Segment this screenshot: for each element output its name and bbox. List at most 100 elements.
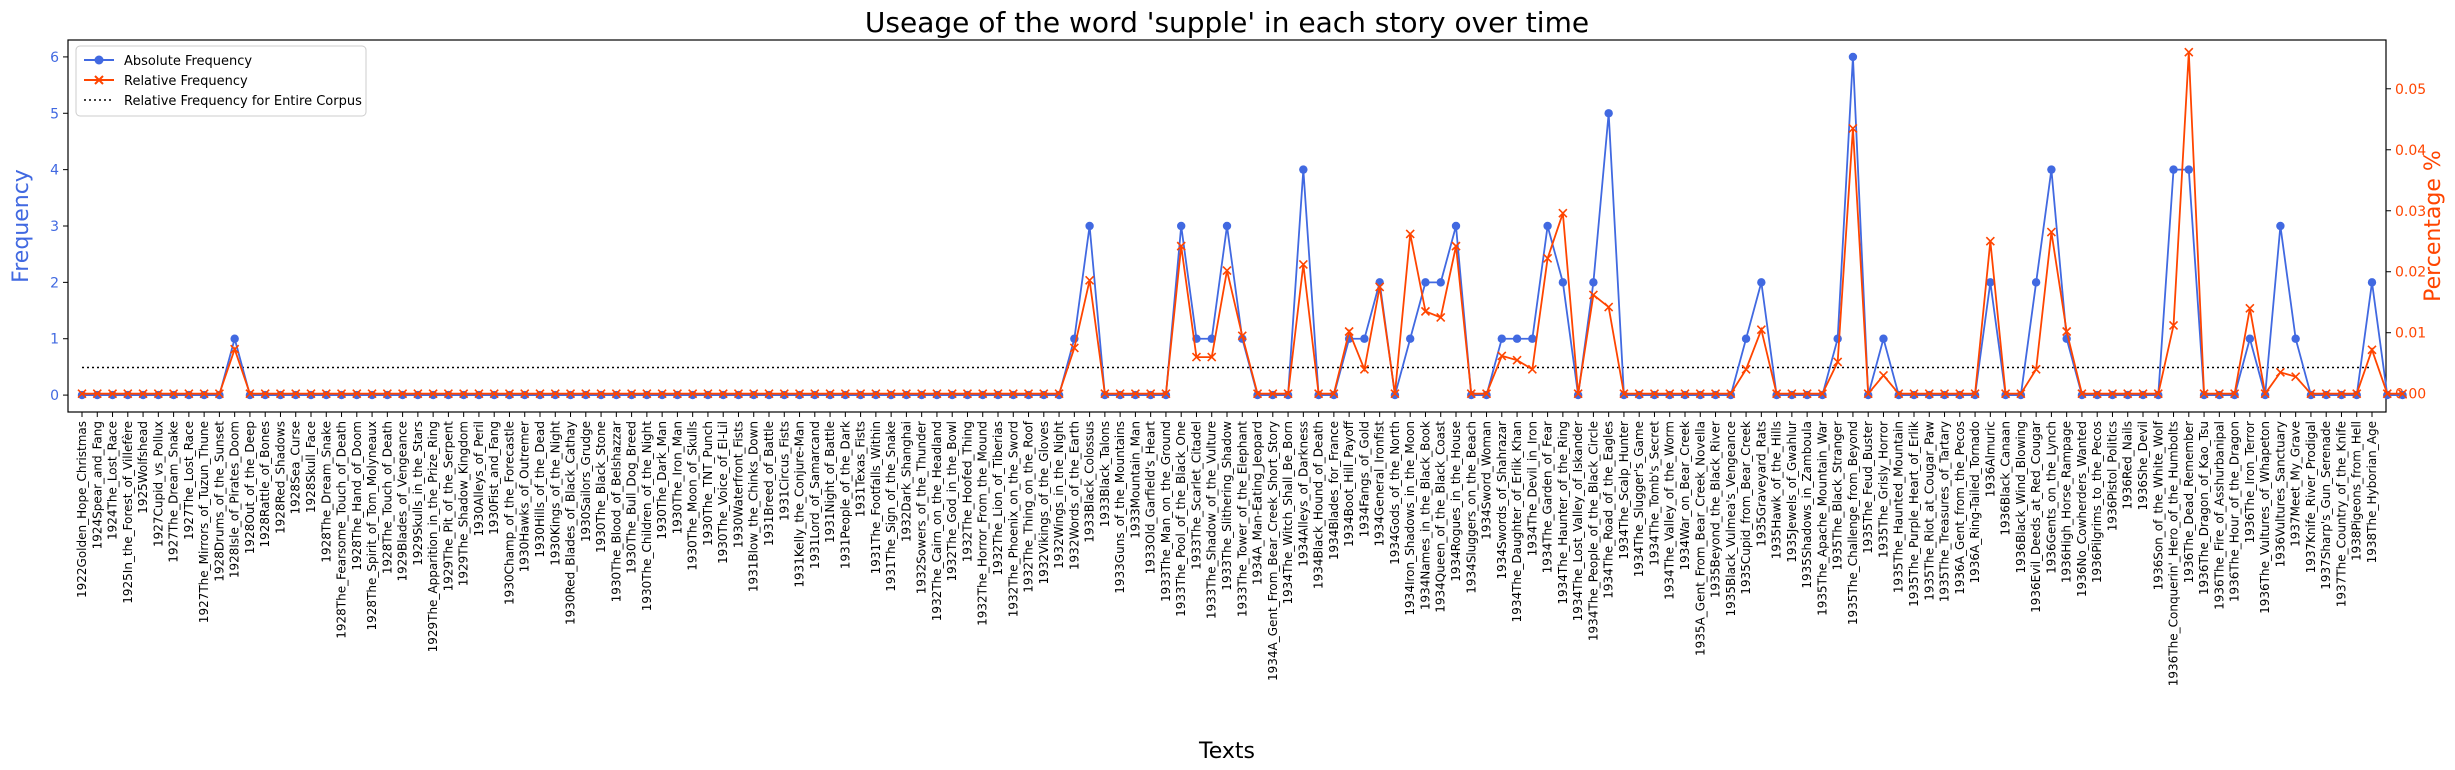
x-tick-label: 1930Sailors_Grudge [579,421,593,542]
absolute-frequency-point [1650,390,1659,400]
absolute-frequency-point [1833,334,1842,343]
relative-frequency-point [565,389,576,399]
x-tick-label: 1934Queen_of_the_Black_Coast [1434,421,1448,613]
relative-frequency-point [1848,123,1858,133]
x-tick-label: 1933Old_Garfield's_Heart [1144,421,1158,575]
x-tick-label: 1934Rogues_in_the_House [1449,421,1463,582]
relative-frequency-point [932,389,942,399]
relative-frequency-point [1008,389,1018,399]
x-tick-label: 1931Lord_of_Samarcand [808,421,822,569]
absolute-frequency-point [1024,390,1033,400]
x-tick-label: 1934Swords_of_Shahrazar [1495,421,1509,580]
relative-frequency-point [2306,389,2316,399]
relative-frequency-point [993,389,1003,399]
x-tick-label: 1932The_Thing_on_the_Roof [1022,420,1036,592]
x-tick-label: 1936Almuric [1983,421,1997,497]
absolute-frequency-point [1222,221,1232,231]
x-tick-label: 1934Boot_Hill_Payoff [1342,420,1356,547]
x-tick-label: 1935The_Challenge_from_Beyond [1846,421,1860,625]
x-tick-label: 1934A_Man-Eating_Jeopard [1251,421,1265,585]
absolute-frequency-point [1955,390,1965,400]
x-tick-label: 1932Sowers_of_the_Thunder [915,421,929,594]
absolute-frequency-point [2169,165,2178,174]
relative-frequency-point [825,389,835,399]
absolute-frequency-point [2337,390,2346,400]
relative-frequency-point [749,389,759,399]
relative-frequency-point [2275,367,2285,377]
absolute-frequency-point [444,390,453,400]
absolute-frequency-point [963,390,972,400]
absolute-frequency-point [1421,278,1430,287]
x-tick-label: 1927The_Mirrors_of_Tuzun_Thune [197,421,211,623]
relative-frequency-point [1222,265,1232,276]
relative-frequency-point [1726,389,1736,399]
relative-frequency-point [306,389,316,399]
relative-frequency-point [1405,229,1415,239]
absolute-frequency-point [1589,278,1598,287]
absolute-frequency-point [917,390,926,400]
right-axis-ticks: 0.000.010.020.030.040.05 [2386,82,2426,403]
x-tick-label: 1927The_Lost_Race [182,421,196,540]
x-tick-label: 1936A_Gent_from_the_Pecos [1953,421,1967,595]
relative-frequency-point [1023,389,1034,399]
x-tick-label: 1924The_Lost_Race [106,421,120,540]
absolute-frequency-point [1543,221,1552,231]
absolute-frequency-point [856,390,865,400]
x-tick-label: 1934Fangs_of_Gold [1357,421,1371,537]
x-tick-label: 1935A_Gent_From_Bear_Creek_Novella [1693,421,1707,656]
relative-frequency-point [657,389,667,399]
x-tick-label: 1936Son_of_the_White_Wolf [2151,420,2165,590]
x-tick-label: 1930The_Children_of_the_Night [640,421,654,612]
x-tick-label: 1935The_Treasures_of_Tartary [1938,421,1952,602]
x-tick-label: 1936Pilgrims_to_the_Pecos [2090,421,2104,583]
x-tick-label: 1935Shadows_in_Zamboula [1800,421,1814,589]
relative-frequency-point [1115,389,1125,399]
x-axis-label: Texts [1198,739,1255,764]
absolute-frequency-point [2245,334,2255,343]
relative-frequency-point [672,389,682,399]
relative-frequency-point [550,389,560,399]
absolute-frequency-point [1925,390,1934,400]
relative-frequency-point [1756,325,1766,335]
absolute-frequency-point [383,390,392,400]
right-tick-label: 0.04 [2395,143,2426,159]
x-tick-label: 1937Knife_River_Prodigal [2304,421,2318,573]
absolute-frequency-point [2123,390,2132,400]
absolute-frequency-point [2215,390,2224,400]
left-tick-label: 3 [50,219,59,235]
relative-frequency-point [917,389,927,399]
absolute-frequency-point [1360,334,1369,343]
relative-frequency-point [2336,389,2347,399]
left-tick-label: 0 [50,388,59,404]
relative-frequency-point [260,389,270,399]
x-tick-label: 1932Wings_in_the_Night [1052,421,1066,569]
absolute-frequency-point [1497,334,1507,343]
relative-frequency-point [153,389,163,399]
x-tick-label: 1936The_Dragon_of_Kao_Tsu [2197,421,2211,595]
relative-frequency-point [978,389,988,399]
legend-relative-marker [94,75,104,85]
x-tick-label: 1931Texas_Fists [854,421,868,517]
legend-corpus-label: Relative Frequency for Entire Corpus [124,94,362,109]
relative-frequency-point [1390,389,1400,399]
absolute-frequency-point [1436,278,1445,287]
relative-frequency-point [245,389,255,399]
relative-frequency-point [627,389,637,399]
x-tick-label: 1930Hills_of_the_Dead [533,421,547,558]
absolute-frequency-point [1665,390,1674,400]
x-tick-label: 1938The_Hyborian_Age [2365,421,2379,563]
relative-frequency-point [443,389,453,399]
x-tick-label: 1935Hawk_of_the_Hills [1770,421,1784,559]
relative-frequency-point [2199,389,2209,399]
relative-frequency-point [1252,389,1263,399]
absolute-frequency-point [2291,334,2300,343]
relative-frequency-point [1085,275,1095,285]
x-tick-label: 1930The_TNT_Punch [701,421,715,546]
relative-frequency-point [382,389,392,399]
absolute-frequency-point [154,390,163,400]
absolute-frequency-point [1802,390,1812,400]
relative-frequency-point [1573,389,1583,399]
relative-frequency-point [1909,389,1919,399]
relative-frequency-point [1436,312,1446,323]
left-tick-label: 1 [50,332,59,348]
